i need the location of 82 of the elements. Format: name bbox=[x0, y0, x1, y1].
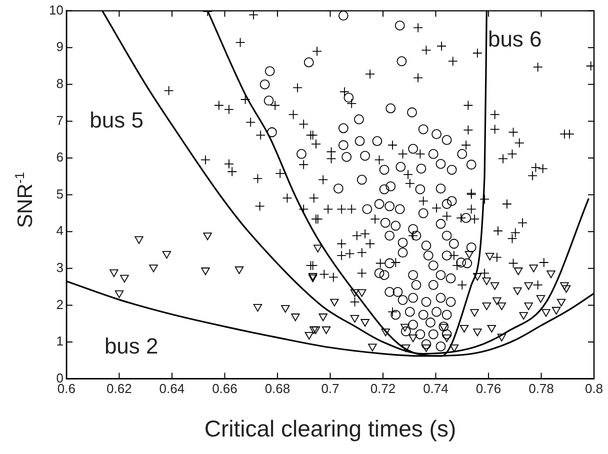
point bbox=[524, 302, 533, 310]
point bbox=[330, 298, 339, 306]
y-tick-label: 10 bbox=[48, 2, 64, 18]
x-tick-label: 0.62 bbox=[106, 381, 132, 396]
point bbox=[422, 344, 431, 352]
y-tick-label: 6 bbox=[56, 150, 64, 165]
point bbox=[120, 274, 129, 283]
y-tick-label: 5 bbox=[56, 186, 64, 202]
y-tick-label: 4 bbox=[56, 223, 64, 238]
point bbox=[529, 264, 538, 272]
point bbox=[322, 326, 331, 334]
annotation: bus 6 bbox=[488, 26, 542, 52]
x-tick-label: 0.7 bbox=[321, 381, 340, 396]
point bbox=[485, 252, 494, 260]
point bbox=[350, 289, 360, 297]
y-tick-label: 7 bbox=[56, 112, 64, 128]
point bbox=[513, 287, 522, 296]
point bbox=[408, 334, 418, 342]
y-tick-label: 1 bbox=[56, 334, 64, 349]
point bbox=[318, 314, 328, 322]
point bbox=[482, 302, 491, 310]
point bbox=[381, 328, 390, 336]
point bbox=[114, 290, 124, 298]
x-tick-label: 0.72 bbox=[370, 381, 396, 396]
point bbox=[492, 297, 502, 305]
point bbox=[234, 266, 244, 274]
point bbox=[560, 282, 569, 290]
y-tick-label: 2 bbox=[56, 296, 64, 312]
point bbox=[253, 304, 262, 312]
point bbox=[473, 273, 482, 281]
point bbox=[497, 302, 506, 310]
point bbox=[450, 344, 459, 352]
point bbox=[497, 334, 506, 342]
point bbox=[460, 324, 469, 333]
point bbox=[358, 289, 366, 297]
point bbox=[310, 326, 318, 334]
point bbox=[546, 270, 556, 278]
point bbox=[470, 309, 479, 317]
point bbox=[556, 298, 566, 306]
point bbox=[350, 315, 360, 323]
annotation: bus 2 bbox=[104, 334, 158, 359]
point bbox=[368, 344, 377, 352]
point bbox=[203, 232, 212, 240]
point bbox=[552, 306, 561, 315]
point bbox=[536, 295, 546, 303]
point bbox=[201, 268, 210, 276]
x-tick-label: 0.66 bbox=[212, 381, 238, 396]
point bbox=[464, 250, 474, 259]
point bbox=[311, 326, 320, 334]
y-tick-label: 8 bbox=[56, 76, 64, 91]
x-tick-label: 0.74 bbox=[423, 381, 448, 396]
point bbox=[490, 282, 500, 290]
x-tick-label: 0.8 bbox=[584, 381, 604, 396]
point bbox=[162, 250, 172, 259]
point bbox=[519, 312, 528, 320]
point bbox=[400, 324, 410, 332]
point bbox=[360, 319, 370, 327]
annotation: bus 5 bbox=[90, 107, 144, 132]
x-tick-label: 0.68 bbox=[264, 381, 290, 396]
y-tick-label: 9 bbox=[56, 39, 64, 54]
point bbox=[473, 328, 482, 336]
point bbox=[402, 344, 410, 352]
point bbox=[281, 305, 290, 313]
y-tick-label: 3 bbox=[56, 260, 64, 275]
x-tick-label: 0.64 bbox=[159, 381, 185, 396]
point bbox=[304, 332, 314, 340]
point bbox=[149, 264, 158, 272]
point bbox=[514, 268, 523, 276]
point bbox=[487, 324, 496, 333]
x-tick-label: 0.78 bbox=[528, 381, 554, 396]
point bbox=[524, 282, 533, 290]
point bbox=[442, 334, 452, 342]
x-axis-title: Critical clearing times (s) bbox=[204, 416, 456, 442]
point bbox=[110, 269, 118, 278]
point bbox=[439, 324, 448, 332]
point bbox=[562, 285, 571, 293]
x-tick-label: 0.76 bbox=[476, 381, 502, 396]
point bbox=[291, 314, 300, 322]
point bbox=[482, 277, 491, 286]
point bbox=[542, 309, 550, 317]
point bbox=[134, 236, 144, 244]
point bbox=[313, 244, 322, 252]
